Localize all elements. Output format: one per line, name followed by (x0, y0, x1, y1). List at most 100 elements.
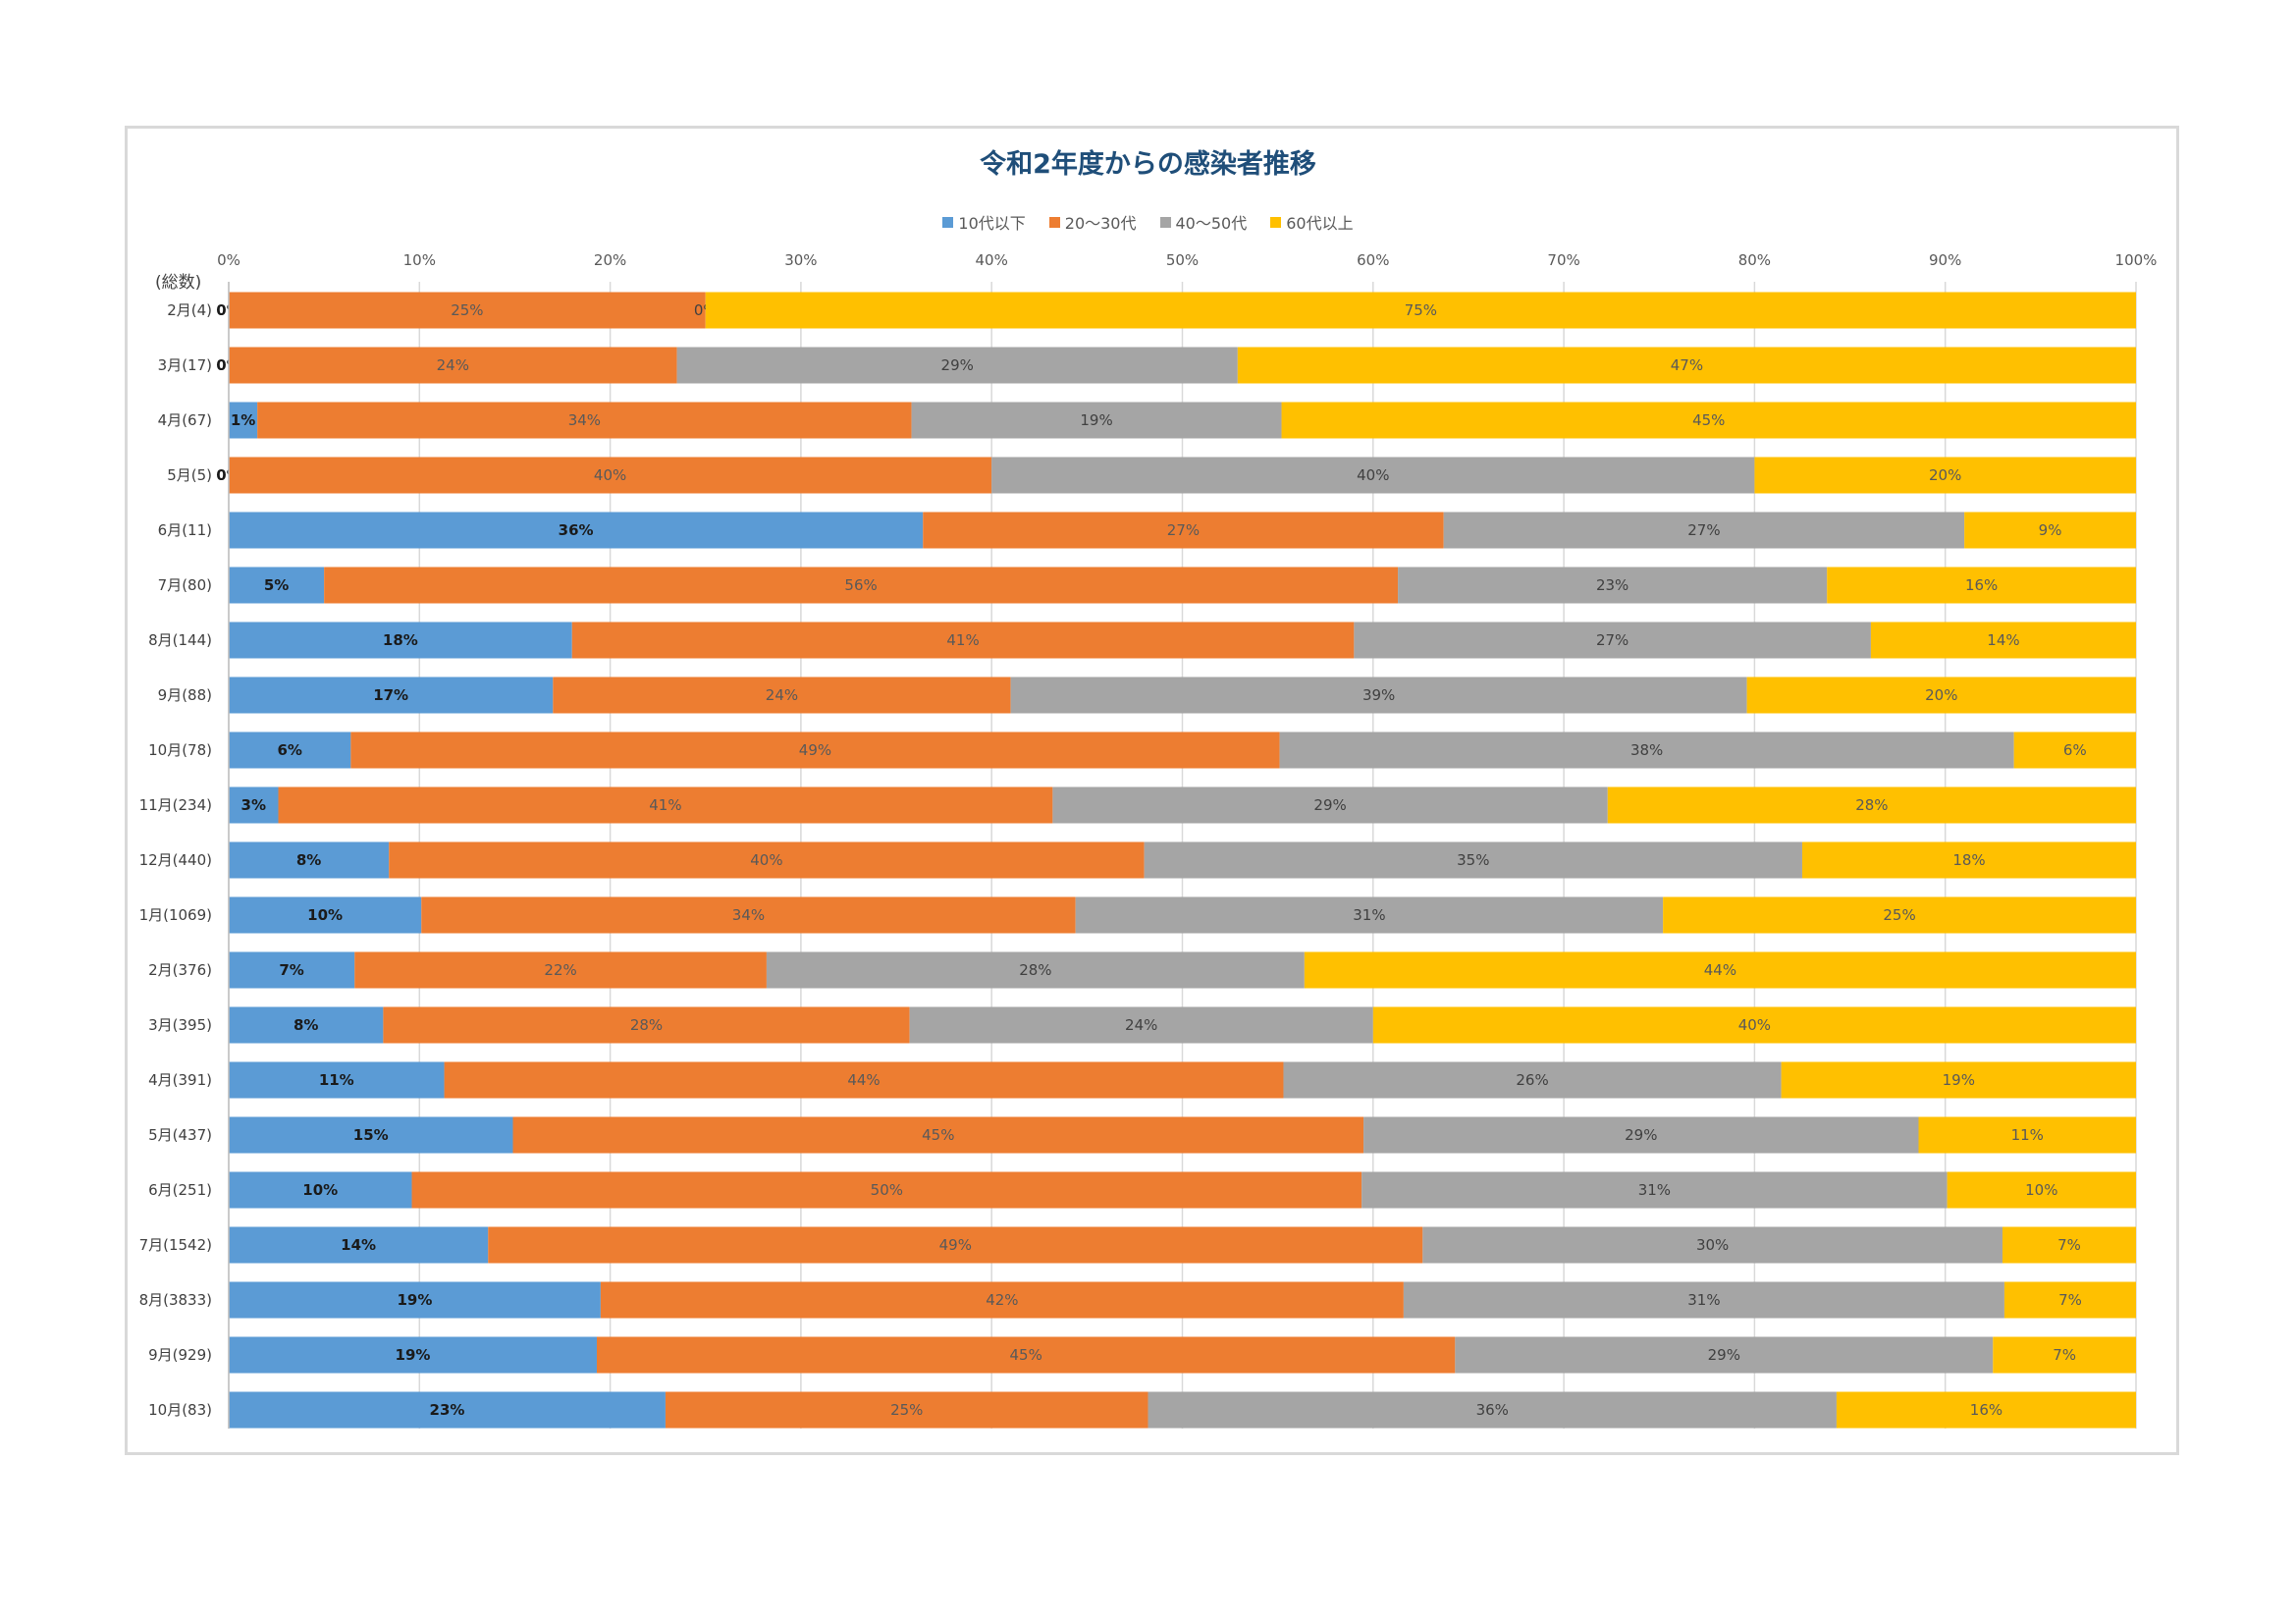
legend-item-20-30s: 20～30代 (1048, 210, 1137, 234)
bar-segment (324, 567, 1399, 604)
bar-segment (665, 1391, 1148, 1429)
data-label: 56% (844, 576, 877, 594)
bar-segment (278, 786, 1053, 824)
bar-segment (1403, 1281, 2004, 1319)
bar-segment (1607, 786, 2136, 824)
data-label: 28% (630, 1016, 663, 1034)
data-label: 14% (1987, 631, 2019, 649)
data-label: 34% (568, 411, 601, 429)
data-label: 25% (890, 1401, 923, 1419)
data-label: 45% (1010, 1346, 1042, 1364)
bar-segment (257, 402, 912, 439)
bar-segment (1010, 677, 1747, 714)
bar-segment (229, 402, 258, 439)
bar-segment (1075, 896, 1664, 934)
data-label: 41% (946, 631, 979, 649)
data-label: 29% (1625, 1126, 1657, 1144)
bar-segment (1283, 1061, 1782, 1099)
bar-segment (1363, 1116, 1919, 1154)
data-label: 34% (732, 906, 765, 924)
bar-segment (354, 951, 767, 989)
data-label: 20% (1929, 466, 1961, 484)
bar-segment (229, 1226, 489, 1264)
data-label: 11% (2011, 1126, 2044, 1144)
data-label: 49% (939, 1236, 972, 1254)
bar-segment (229, 677, 554, 714)
category-label: 4月(391) (148, 1071, 212, 1089)
bar-segment (600, 1281, 1404, 1319)
bar-segment (1746, 677, 2136, 714)
bar-segment (229, 567, 325, 604)
category-label: 5月(5) (167, 466, 212, 484)
x-tick-label: 0% (217, 251, 240, 269)
data-label: 30% (1696, 1236, 1729, 1254)
x-tick-label: 50% (1166, 251, 1199, 269)
data-label: 29% (1313, 796, 1346, 814)
bar-segment (1827, 567, 2136, 604)
data-label: 8% (296, 851, 321, 869)
data-label: 49% (799, 741, 831, 759)
data-label: 36% (1476, 1401, 1509, 1419)
bar-segment (350, 731, 1280, 769)
data-label: 23% (430, 1401, 465, 1419)
data-label: 40% (1738, 1016, 1771, 1034)
legend-swatch-40-50s (1159, 216, 1171, 228)
data-label: 10% (302, 1181, 338, 1199)
data-label: 7% (2053, 1346, 2076, 1364)
bar-segment (1398, 567, 1828, 604)
data-label: 42% (986, 1291, 1018, 1309)
data-label: 31% (1638, 1181, 1671, 1199)
data-label: 6% (2063, 741, 2087, 759)
data-label: 27% (1167, 521, 1200, 539)
category-label: 4月(67) (158, 411, 212, 429)
data-label: 28% (1855, 796, 1888, 814)
category-label: 5月(437) (148, 1126, 212, 1144)
bar-segment (229, 1391, 666, 1429)
data-label: 24% (437, 356, 469, 374)
data-label: 1% (231, 411, 255, 429)
category-label: 6月(251) (148, 1181, 212, 1199)
x-tick-label: 30% (784, 251, 817, 269)
bar-segment (411, 1171, 1362, 1209)
data-label: 45% (1692, 411, 1725, 429)
bar-segment (1663, 896, 2136, 934)
category-label: 6月(11) (158, 521, 212, 539)
bar-segment (1455, 1336, 1994, 1374)
data-label: 16% (1965, 576, 1998, 594)
category-label: 12月(440) (139, 851, 212, 869)
data-label: 17% (373, 686, 408, 704)
bar-segment (229, 841, 390, 879)
category-label: 11月(234) (139, 796, 212, 814)
bar-segment (2013, 731, 2136, 769)
bar-segment (1836, 1391, 2136, 1429)
data-label: 26% (1516, 1071, 1548, 1089)
bar-segment (553, 677, 1011, 714)
category-label: 2月(376) (148, 961, 212, 979)
data-label: 5% (264, 576, 289, 594)
data-label: 23% (1596, 576, 1629, 594)
bar-segment (676, 347, 1238, 384)
data-label: 29% (1708, 1346, 1740, 1364)
bar-segment (1372, 1006, 2136, 1044)
bar-segment (991, 457, 1755, 494)
legend-label-20-30s: 20～30代 (1064, 214, 1137, 233)
data-label: 3% (241, 796, 266, 814)
data-label: 50% (871, 1181, 903, 1199)
category-axis-note: (総数) (155, 273, 202, 293)
bar-segment (1870, 622, 2136, 659)
data-label: 6% (277, 741, 301, 759)
x-tick-label: 70% (1547, 251, 1579, 269)
bar-segment (229, 512, 924, 549)
bar-segment (911, 402, 1282, 439)
category-label: 3月(395) (148, 1016, 212, 1034)
bar-segment (705, 292, 2136, 329)
bar-segment (229, 292, 706, 329)
bar-segment (766, 951, 1305, 989)
data-label: 44% (847, 1071, 880, 1089)
data-label: 41% (649, 796, 681, 814)
data-label: 20% (1925, 686, 1957, 704)
legend-label-40-50s: 40～50代 (1175, 214, 1248, 233)
data-label: 25% (451, 301, 483, 319)
bar-segment (229, 731, 351, 769)
